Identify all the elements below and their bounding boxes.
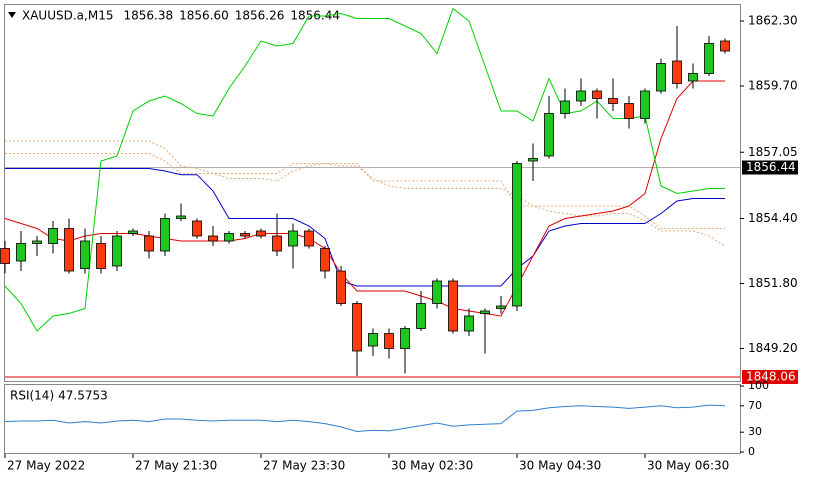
y-tick-label: 1849.20 xyxy=(748,341,798,355)
candle-body xyxy=(288,230,298,247)
rsi-tick-label: 30 xyxy=(748,425,762,438)
candle-body xyxy=(608,98,618,104)
ohlc-value: 1856.38 xyxy=(123,9,173,23)
candle-body xyxy=(448,280,458,332)
candle-body xyxy=(16,243,26,262)
x-tick-label: 30 May 04:30 xyxy=(519,459,601,473)
candle-body xyxy=(416,303,426,329)
rsi-title: RSI(14) xyxy=(10,389,54,403)
y-tick-label: 1851.80 xyxy=(748,276,798,290)
candle-body xyxy=(592,90,602,99)
candle-body xyxy=(144,235,154,252)
rsi-line xyxy=(4,404,726,433)
indicator-line xyxy=(4,80,725,317)
menu-triangle xyxy=(8,12,16,18)
rsi-panel-frame xyxy=(4,384,741,454)
candle-body xyxy=(464,315,474,332)
candle-body xyxy=(384,333,394,349)
candle-body xyxy=(192,220,202,237)
candle-body xyxy=(64,228,74,272)
x-tick-label: 27 May 23:30 xyxy=(263,459,345,473)
candle-body xyxy=(528,158,538,162)
candle-body xyxy=(32,240,42,244)
y-tick-label: 1854.40 xyxy=(748,211,798,225)
candle-body xyxy=(640,90,650,119)
x-tick-label: 27 May 21:30 xyxy=(135,459,217,473)
candle-body xyxy=(48,228,58,244)
price-label-box xyxy=(742,370,798,384)
candle-body xyxy=(336,270,346,304)
candle-body xyxy=(400,328,410,349)
rsi-tick-label: 100 xyxy=(748,379,769,392)
candle-body xyxy=(176,215,186,219)
indicator-line xyxy=(5,153,725,229)
candle-body xyxy=(480,310,490,314)
candle-body xyxy=(544,113,554,157)
candle-body xyxy=(352,303,362,352)
price-label: 1848.06 xyxy=(746,370,796,384)
candle-body xyxy=(112,235,122,267)
candle-body xyxy=(432,280,442,304)
candle-body xyxy=(224,233,234,242)
ohlc-value: 1856.26 xyxy=(235,9,285,23)
candle-body xyxy=(656,63,666,92)
indicator-line xyxy=(4,7,725,332)
candle-body xyxy=(624,103,634,119)
candle-body xyxy=(272,235,282,252)
candle-body xyxy=(0,248,10,264)
price-label-box xyxy=(742,160,798,175)
candle-body xyxy=(496,305,506,309)
x-tick-label: 30 May 02:30 xyxy=(391,459,473,473)
candle-body xyxy=(160,218,170,252)
y-tick-label: 1862.30 xyxy=(748,14,798,28)
symbol-label: XAUUSD.a,M15 xyxy=(22,9,113,23)
price-label: 1856.44 xyxy=(746,160,796,174)
indicator-line xyxy=(5,168,725,287)
candle-body xyxy=(368,333,378,347)
y-tick-label: 1857.05 xyxy=(748,145,798,159)
candle-body xyxy=(304,230,314,247)
rsi-tick-label: 70 xyxy=(748,399,762,412)
rsi-tick-label: 0 xyxy=(748,445,755,458)
rsi-value: 47.5753 xyxy=(58,389,108,403)
candle-body xyxy=(576,90,586,102)
candle-body xyxy=(96,243,106,269)
x-tick-label: 30 May 06:30 xyxy=(647,459,729,473)
candle-body xyxy=(80,240,90,269)
candle-body xyxy=(672,60,682,84)
candle-body xyxy=(256,230,266,237)
candle-body xyxy=(720,40,730,52)
candle-body xyxy=(560,100,570,114)
x-tick-label: 27 May 2022 xyxy=(7,459,85,473)
candle-body xyxy=(512,163,522,307)
candle-body xyxy=(688,73,698,82)
main-panel-frame xyxy=(4,4,741,382)
candle-body xyxy=(128,230,138,234)
candle-body xyxy=(320,248,330,272)
candle-body xyxy=(704,43,714,74)
ohlc-value: 1856.60 xyxy=(179,9,229,23)
candle-body xyxy=(240,233,250,237)
y-tick-label: 1859.70 xyxy=(748,79,798,93)
candle-body xyxy=(208,235,218,242)
